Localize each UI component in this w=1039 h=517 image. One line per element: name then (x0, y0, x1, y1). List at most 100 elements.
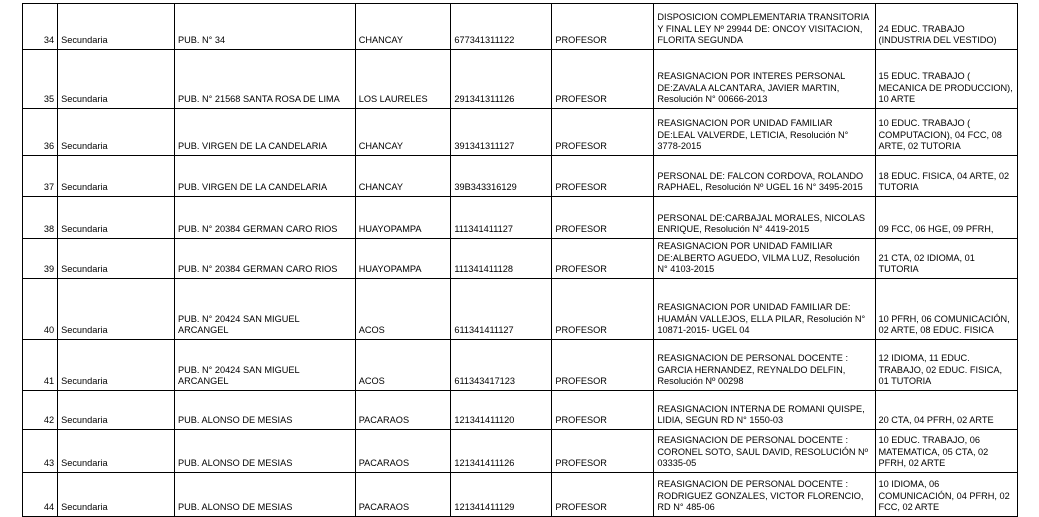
vacancy-reason-cell[interactable]: REASIGNACION POR UNIDAD FAMILIAR DE:ALBE… (653, 238, 876, 279)
role-cell[interactable]: PROFESOR (551, 472, 655, 517)
row-number-cell[interactable]: 36 (21, 108, 59, 156)
hours-cell[interactable]: 10 PFRH, 06 COMUNICACIÓN, 02 ARTE, 08 ED… (874, 278, 1019, 340)
role-cell[interactable]: PROFESOR (551, 339, 655, 391)
hours-cell[interactable]: 10 IDIOMA, 06 COMUNICACIÓN, 04 PFRH, 02 … (874, 472, 1019, 517)
plaza-code-cell[interactable]: 111341411128 (450, 238, 553, 279)
locality-cell[interactable]: HUAYOPAMPA (354, 196, 452, 239)
locality-cell[interactable]: LOS LAURELES (354, 49, 452, 109)
school-name-cell[interactable]: PUB. N° 20384 GERMAN CARO RIOS (174, 196, 356, 239)
table-row[interactable]: 36 Secundaria PUB. VIRGEN DE LA CANDELARIA… (21, 108, 1019, 156)
locality-cell[interactable]: ACOS (354, 278, 452, 340)
row-number-cell[interactable]: 41 (21, 339, 59, 391)
school-name-cell[interactable]: PUB. N° 20384 GERMAN CARO RIOS (174, 238, 356, 279)
table-row[interactable]: 39 Secundaria PUB. N° 20384 GERMAN CARO RI… (21, 238, 1019, 279)
hours-cell[interactable]: 10 EDUC. TRABAJO ( COMPUTACION), 04 FCC,… (874, 108, 1019, 156)
role-cell[interactable]: PROFESOR (551, 155, 655, 197)
level-cell[interactable]: Secundaria (57, 238, 175, 279)
vacancy-reason-cell[interactable]: REASIGNACION POR INTERES PERSONAL DE:ZAV… (653, 49, 876, 109)
table-row[interactable]: 34 Secundaria PUB. N° 34 CHANCAY 67734131112… (21, 3, 1019, 50)
locality-cell[interactable]: CHANCAY (354, 3, 452, 50)
level-cell[interactable]: Secundaria (57, 339, 175, 391)
hours-cell[interactable]: 18 EDUC. FISICA, 04 ARTE, 02 TUTORIA (874, 155, 1019, 197)
level-cell[interactable]: Secundaria (57, 49, 175, 109)
row-number-cell[interactable]: 42 (21, 390, 59, 430)
vacancy-reason-cell[interactable]: REASIGNACION INTERNA DE ROMANI QUISPE, L… (653, 390, 876, 430)
table-row[interactable]: 37 Secundaria PUB. VIRGEN DE LA CANDELARIA… (21, 155, 1019, 197)
row-number-cell[interactable]: 44 (21, 472, 59, 517)
plaza-code-cell[interactable]: 121341411120 (450, 390, 553, 430)
table-row[interactable]: 41 Secundaria PUB. N° 20424 SAN MIGUEL ARC… (21, 339, 1019, 391)
table-row[interactable]: 42 Secundaria PUB. ALONSO DE MESIAS PACARAO… (21, 390, 1019, 430)
plaza-code-cell[interactable]: 121341411129 (450, 472, 553, 517)
level-cell[interactable]: Secundaria (57, 108, 175, 156)
level-cell[interactable]: Secundaria (57, 196, 175, 239)
school-name-cell[interactable]: PUB. N° 34 (174, 3, 356, 50)
role-cell[interactable]: PROFESOR (551, 3, 655, 50)
vacancy-reason-cell[interactable]: REASIGNACION DE PERSONAL DOCENTE : CORON… (653, 429, 876, 473)
school-name-cell[interactable]: PUB. ALONSO DE MESIAS (174, 390, 356, 430)
locality-cell[interactable]: CHANCAY (354, 155, 452, 197)
level-cell[interactable]: Secundaria (57, 390, 175, 430)
hours-cell[interactable]: 21 CTA, 02 IDIOMA, 01 TUTORIA (874, 238, 1019, 279)
role-cell[interactable]: PROFESOR (551, 429, 655, 473)
hours-cell[interactable]: 20 CTA, 04 PFRH, 02 ARTE (874, 390, 1019, 430)
level-cell[interactable]: Secundaria (57, 429, 175, 473)
plaza-code-cell[interactable]: 291341311126 (450, 49, 553, 109)
row-number-cell[interactable]: 38 (21, 196, 59, 239)
vacancy-reason-cell[interactable]: REASIGNACION DE PERSONAL DOCENTE : GARCI… (653, 339, 876, 391)
row-number-cell[interactable]: 37 (21, 155, 59, 197)
table-row[interactable]: 35 Secundaria PUB. N° 21568 SANTA ROSA DE … (21, 49, 1019, 109)
row-number-cell[interactable]: 35 (21, 49, 59, 109)
level-cell-text: Secundaria (61, 502, 108, 513)
level-cell[interactable]: Secundaria (57, 3, 175, 50)
table-row[interactable]: 40 Secundaria PUB. N° 20424 SAN MIGUEL ARC… (21, 278, 1019, 340)
school-name-cell[interactable]: PUB. N° 21568 SANTA ROSA DE LIMA (174, 49, 356, 109)
vacancy-reason-cell[interactable]: REASIGNACION DE PERSONAL DOCENTE : RODRI… (653, 472, 876, 517)
table-row[interactable]: 44 Secundaria PUB. ALONSO DE MESIAS PACARAO… (21, 472, 1019, 517)
locality-cell[interactable]: ACOS (354, 339, 452, 391)
locality-cell[interactable]: PACARAOS (354, 390, 452, 430)
role-cell[interactable]: PROFESOR (551, 49, 655, 109)
row-number-cell[interactable]: 34 (21, 3, 59, 50)
hours-cell[interactable]: 15 EDUC. TRABAJO ( MECANICA DE PRODUCCIO… (874, 49, 1019, 109)
school-name-cell[interactable]: PUB. ALONSO DE MESIAS (174, 429, 356, 473)
role-cell[interactable]: PROFESOR (551, 196, 655, 239)
level-cell[interactable]: Secundaria (57, 472, 175, 517)
row-number-cell[interactable]: 40 (21, 278, 59, 340)
hours-cell[interactable]: 12 IDIOMA, 11 EDUC. TRABAJO, 02 EDUC. FI… (874, 339, 1019, 391)
plaza-code-cell[interactable]: 391341311127 (450, 108, 553, 156)
hours-cell[interactable]: 09 FCC, 06 HGE, 09 PFRH, (874, 196, 1019, 239)
plaza-code-cell[interactable]: 121341411126 (450, 429, 553, 473)
vacancy-reason-cell[interactable]: PERSONAL DE: FALCON CORDOVA, ROLANDO RAP… (653, 155, 876, 197)
school-name-cell[interactable]: PUB. ALONSO DE MESIAS (174, 472, 356, 517)
vacancy-reason-cell[interactable]: DISPOSICION COMPLEMENTARIA TRANSITORIA Y… (653, 3, 876, 50)
school-name-cell[interactable]: PUB. N° 20424 SAN MIGUEL ARCANGEL (174, 278, 356, 340)
vacancy-reason-cell[interactable]: REASIGNACION POR UNIDAD FAMILIAR DE: HUA… (653, 278, 876, 340)
plaza-code-cell[interactable]: 611343417123 (450, 339, 553, 391)
role-cell[interactable]: PROFESOR (551, 238, 655, 279)
role-cell[interactable]: PROFESOR (551, 278, 655, 340)
table-row[interactable]: 43 Secundaria PUB. ALONSO DE MESIAS PACARAO… (21, 429, 1019, 473)
plaza-code-cell[interactable]: 611341411127 (450, 278, 553, 340)
table-row[interactable]: 38 Secundaria PUB. N° 20384 GERMAN CARO RI… (21, 196, 1019, 239)
locality-cell[interactable]: HUAYOPAMPA (354, 238, 452, 279)
hours-cell[interactable]: 24 EDUC. TRABAJO (INDUSTRIA DEL VESTIDO) (874, 3, 1019, 50)
row-number-cell[interactable]: 39 (21, 238, 59, 279)
plaza-code-cell[interactable]: 39B343316129 (450, 155, 553, 197)
locality-cell[interactable]: CHANCAY (354, 108, 452, 156)
plaza-code-cell[interactable]: 111341411127 (450, 196, 553, 239)
vacancy-reason-cell[interactable]: PERSONAL DE:CARBAJAL MORALES, NICOLAS EN… (653, 196, 876, 239)
plaza-code-cell[interactable]: 677341311122 (450, 3, 553, 50)
level-cell[interactable]: Secundaria (57, 278, 175, 340)
school-name-cell[interactable]: PUB. VIRGEN DE LA CANDELARIA (174, 108, 356, 156)
vacancy-reason-cell[interactable]: REASIGNACION POR UNIDAD FAMILIAR DE:LEAL… (653, 108, 876, 156)
role-cell[interactable]: PROFESOR (551, 108, 655, 156)
role-cell[interactable]: PROFESOR (551, 390, 655, 430)
school-name-cell[interactable]: PUB. N° 20424 SAN MIGUEL ARCANGEL (174, 339, 356, 391)
locality-cell[interactable]: PACARAOS (354, 472, 452, 517)
hours-cell[interactable]: 10 EDUC. TRABAJO, 06 MATEMATICA, 05 CTA,… (874, 429, 1019, 473)
school-name-cell[interactable]: PUB. VIRGEN DE LA CANDELARIA (174, 155, 356, 197)
level-cell[interactable]: Secundaria (57, 155, 175, 197)
row-number-cell[interactable]: 43 (21, 429, 59, 473)
locality-cell[interactable]: PACARAOS (354, 429, 452, 473)
